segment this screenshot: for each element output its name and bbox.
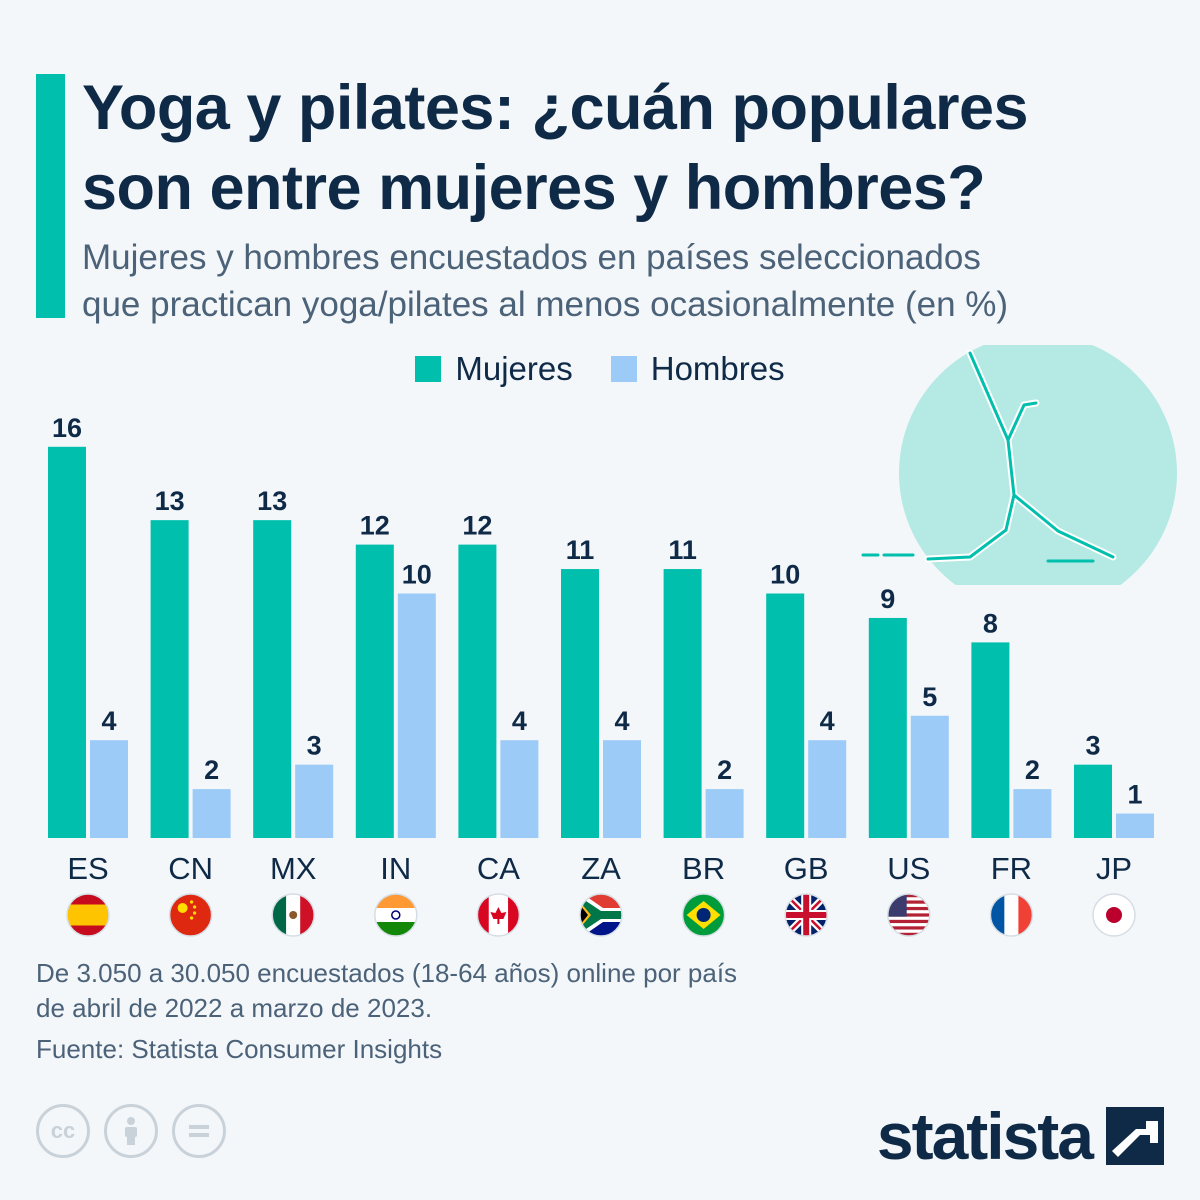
bar-hombres-es: [90, 740, 128, 838]
chart-title: Yoga y pilates: ¿cuán populares son entr…: [82, 68, 1182, 228]
bar-hombres-in: [397, 593, 436, 838]
value-label-hombres-cn: 2: [204, 755, 219, 785]
value-label-mujeres-es: 16: [52, 413, 82, 443]
value-label-hombres-es: 4: [101, 706, 116, 736]
flag-south-africa-icon: [579, 893, 623, 937]
bar-mujeres-jp: [1074, 764, 1112, 838]
bar-mujeres-mx: [253, 520, 292, 838]
subtitle-line-1: Mujeres y hombres encuestados en países …: [82, 238, 981, 277]
labels-layer: 164ES132CN133MX1210IN124CA114ZA112BR104G…: [52, 413, 1143, 886]
bar-mujeres-gb: [766, 593, 805, 838]
flag-mexico-icon: [271, 893, 315, 937]
flag-spain-icon: [66, 893, 110, 937]
legend-label-mujeres: Mujeres: [455, 350, 573, 387]
attribution-icon[interactable]: [104, 1104, 158, 1158]
category-label-es: ES: [67, 851, 108, 886]
title-line-2: son entre mujeres y hombres?: [82, 153, 986, 223]
flag-usa-icon: [887, 893, 931, 937]
category-label-fr: FR: [991, 851, 1032, 886]
survey-note-line-1: De 3.050 a 30.050 encuestados (18-64 año…: [36, 958, 738, 988]
bar-mujeres-us: [868, 617, 907, 838]
flag-canada-icon: [476, 893, 521, 937]
title-line-1: Yoga y pilates: ¿cuán populares: [82, 73, 1029, 143]
no-derivatives-icon[interactable]: [172, 1104, 226, 1158]
value-label-mujeres-gb: 10: [770, 560, 800, 590]
category-label-cn: CN: [168, 851, 213, 886]
value-label-hombres-in: 10: [402, 560, 432, 590]
value-label-mujeres-cn: 13: [155, 486, 185, 516]
yoga-figure-outline: [861, 351, 1115, 563]
value-label-mujeres-in: 12: [360, 511, 390, 541]
value-label-mujeres-jp: 3: [1085, 731, 1100, 761]
category-label-za: ZA: [581, 851, 621, 886]
survey-note-line-2: de abril de 2022 a marzo de 2023.: [36, 993, 433, 1023]
illustration-circle: [899, 345, 1177, 585]
subtitle-line-2: que practican yoga/pilates al menos ocas…: [82, 285, 1009, 324]
category-label-ca: CA: [477, 851, 520, 886]
bar-hombres-br: [705, 789, 744, 838]
accent-bar: [36, 74, 65, 318]
legend-label-hombres: Hombres: [650, 350, 785, 387]
value-label-hombres-us: 5: [922, 682, 937, 712]
bar-mujeres-br: [663, 569, 702, 838]
value-label-hombres-za: 4: [614, 706, 629, 736]
value-label-mujeres-za: 11: [566, 535, 595, 565]
bar-hombres-fr: [1013, 789, 1052, 838]
bar-mujeres-es: [48, 446, 86, 838]
statista-logo-icon: [1106, 1107, 1164, 1165]
category-label-mx: MX: [270, 851, 317, 886]
legend-swatch-hombres: [610, 356, 637, 382]
statista-brand[interactable]: statista: [877, 1098, 1164, 1174]
category-label-us: US: [887, 851, 930, 886]
value-label-hombres-fr: 2: [1025, 755, 1040, 785]
bar-hombres-gb: [808, 740, 847, 838]
bar-mujeres-in: [355, 544, 394, 838]
category-label-jp: JP: [1096, 851, 1132, 886]
bars-layer: [48, 446, 1154, 838]
flags-layer: [66, 893, 1136, 937]
flag-china-icon: [168, 893, 213, 937]
source-note: De 3.050 a 30.050 encuestados (18-64 año…: [36, 956, 737, 1067]
value-label-hombres-ca: 4: [512, 706, 527, 736]
value-label-mujeres-us: 9: [880, 584, 895, 614]
legend: Mujeres Hombres: [0, 350, 1200, 388]
bar-hombres-jp: [1116, 813, 1154, 838]
flag-france-icon: [989, 893, 1034, 937]
bar-chart: 164ES132CN133MX1210IN124CA114ZA112BR104G…: [48, 413, 1154, 937]
value-label-mujeres-ca: 12: [462, 511, 492, 541]
value-label-hombres-br: 2: [717, 755, 732, 785]
value-label-mujeres-fr: 8: [983, 608, 998, 638]
bar-hombres-us: [910, 715, 949, 838]
chart-subtitle: Mujeres y hombres encuestados en países …: [82, 234, 1192, 328]
legend-swatch-mujeres: [415, 356, 442, 382]
cc-icon[interactable]: cc: [36, 1104, 90, 1158]
source-credit: Fuente: Statista Consumer Insights: [36, 1034, 443, 1064]
brand-name: statista: [876, 1099, 1094, 1173]
value-label-mujeres-br: 11: [668, 535, 697, 565]
flag-uk-icon: [784, 893, 828, 937]
bar-hombres-ca: [500, 740, 539, 838]
category-label-in: IN: [380, 851, 411, 886]
bar-hombres-za: [603, 740, 641, 838]
category-label-br: BR: [682, 851, 725, 886]
legend-item-mujeres: Mujeres: [415, 350, 573, 388]
bar-mujeres-za: [561, 569, 599, 838]
bar-hombres-mx: [295, 764, 334, 838]
bar-mujeres-cn: [150, 520, 189, 838]
flag-japan-icon: [1092, 893, 1136, 937]
value-label-hombres-jp: 1: [1127, 780, 1142, 810]
bar-mujeres-ca: [458, 544, 497, 838]
category-label-gb: GB: [784, 851, 829, 886]
legend-item-hombres: Hombres: [610, 350, 785, 388]
value-label-hombres-gb: 4: [820, 706, 835, 736]
value-label-mujeres-mx: 13: [257, 486, 287, 516]
flag-brazil-icon: [681, 893, 726, 937]
flag-india-icon: [374, 893, 418, 937]
bar-mujeres-fr: [971, 642, 1010, 838]
license-icons: cc: [36, 1104, 226, 1158]
yoga-pose-illustration: [861, 345, 1177, 585]
value-label-hombres-mx: 3: [307, 731, 322, 761]
bar-hombres-cn: [192, 789, 231, 838]
